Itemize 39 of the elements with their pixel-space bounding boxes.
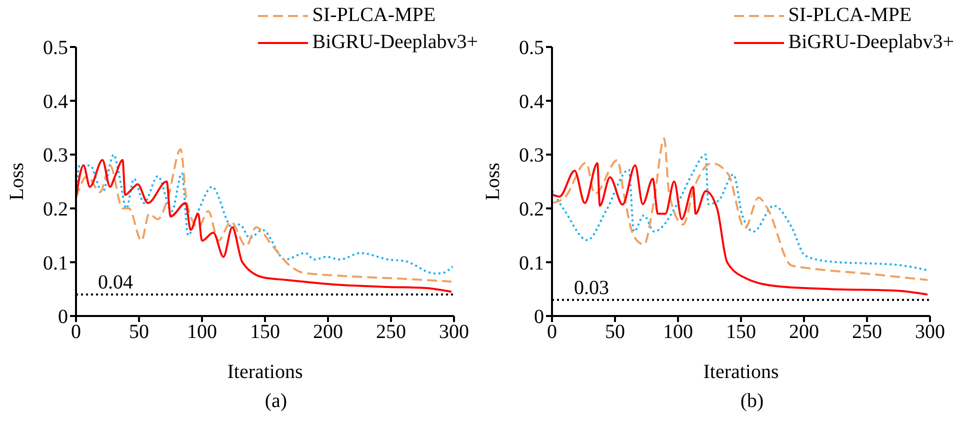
x-axis-title: Iterations [703, 361, 779, 383]
x-tick-label: 300 [439, 321, 469, 344]
ref-line-label: 0.03 [574, 277, 609, 300]
x-tick-label: 200 [313, 321, 343, 344]
x-tick-label: 50 [129, 321, 149, 344]
y-tick-label: 0.1 [43, 252, 68, 274]
x-tick-label: 50 [605, 321, 625, 344]
legend-label: BiGRU-Deeplabv3+ [312, 30, 478, 55]
line-series [552, 137, 928, 281]
y-tick-label: 0.2 [43, 198, 68, 220]
y-tick-label: 0.3 [43, 144, 68, 167]
x-tick-label: 200 [789, 321, 819, 344]
x-tick-label: 300 [915, 321, 945, 344]
legend-label: SI-PLCA-MPE [312, 3, 436, 28]
y-tick-label: 0.1 [519, 252, 544, 274]
y-tick-label: 0.3 [519, 144, 544, 167]
x-tick-label: 150 [726, 321, 756, 344]
line-series [552, 162, 928, 296]
x-tick-label: 100 [187, 321, 217, 344]
x-axis-title: Iterations [227, 361, 303, 383]
legend-label: BiGRU-Deeplabv3+ [788, 30, 954, 55]
x-tick-label: 100 [663, 321, 693, 344]
y-tick-label: 0.5 [43, 37, 68, 60]
x-tick-label: 250 [376, 321, 406, 344]
x-tick-label: 250 [852, 321, 882, 344]
text: (a) [264, 390, 288, 413]
y-tick-label: 0.5 [519, 37, 544, 60]
y-axis-title: Loss [6, 162, 28, 200]
ref-line-label: 0.04 [98, 272, 133, 294]
y-tick-label: 0 [58, 306, 68, 328]
line-series [552, 154, 928, 272]
y-axis-title: Loss [482, 162, 504, 200]
y-tick-label: 0.4 [519, 90, 544, 113]
y-tick-label: 0.4 [43, 90, 68, 113]
y-tick-label: 0.2 [519, 198, 544, 220]
legend-label: SI-PLCA-MPE [788, 3, 912, 28]
y-tick-label: 0 [534, 306, 544, 328]
x-tick-label: 150 [250, 321, 280, 344]
text: (b) [739, 390, 765, 413]
